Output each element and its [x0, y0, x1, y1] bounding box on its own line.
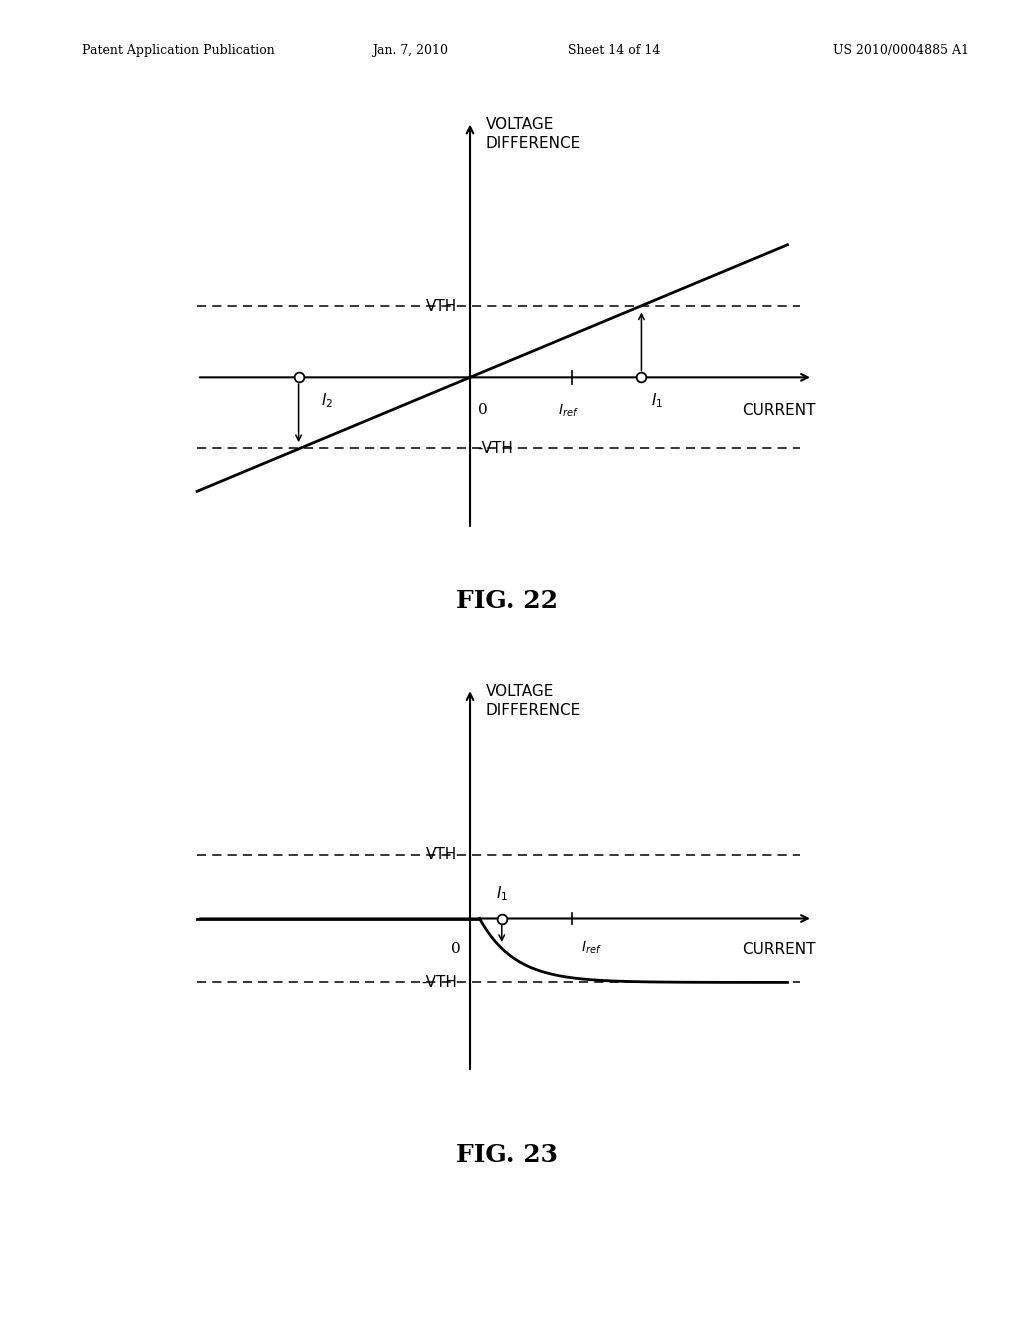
- Text: $I_{ref}$: $I_{ref}$: [558, 403, 579, 420]
- Text: $I_2$: $I_2$: [321, 392, 333, 411]
- Text: Patent Application Publication: Patent Application Publication: [82, 44, 274, 57]
- Text: 0: 0: [451, 942, 461, 957]
- Text: VOLTAGE
DIFFERENCE: VOLTAGE DIFFERENCE: [486, 684, 582, 718]
- Text: $I_{ref}$: $I_{ref}$: [582, 940, 602, 956]
- Text: VTH: VTH: [426, 847, 458, 862]
- Text: Sheet 14 of 14: Sheet 14 of 14: [568, 44, 660, 57]
- Text: $I_1$: $I_1$: [651, 392, 664, 411]
- Text: US 2010/0004885 A1: US 2010/0004885 A1: [834, 44, 969, 57]
- Text: FIG. 23: FIG. 23: [456, 1143, 558, 1167]
- Text: -VTH: -VTH: [477, 441, 513, 455]
- Text: $I_1$: $I_1$: [496, 884, 508, 903]
- Text: -VTH: -VTH: [422, 975, 458, 990]
- Text: FIG. 22: FIG. 22: [456, 589, 558, 612]
- Text: CURRENT: CURRENT: [742, 941, 816, 957]
- Text: VTH: VTH: [426, 298, 458, 314]
- Text: 0: 0: [477, 403, 487, 417]
- Text: CURRENT: CURRENT: [742, 403, 816, 418]
- Text: VOLTAGE
DIFFERENCE: VOLTAGE DIFFERENCE: [486, 117, 582, 150]
- Text: Jan. 7, 2010: Jan. 7, 2010: [372, 44, 447, 57]
